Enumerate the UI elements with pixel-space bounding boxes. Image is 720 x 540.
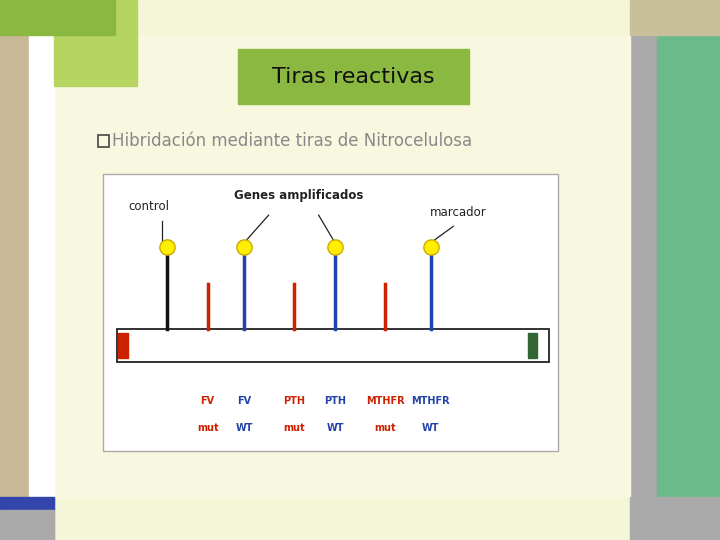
Bar [528, 333, 536, 358]
Bar [630, 497, 720, 540]
Text: mut: mut [283, 423, 305, 434]
Text: FV: FV [237, 396, 251, 406]
Text: Tiras reactivas: Tiras reactivas [272, 66, 435, 86]
Text: marcador: marcador [430, 206, 486, 219]
Bar [0, 510, 54, 540]
Bar [630, 35, 657, 497]
Bar [0, 0, 115, 35]
Text: mut: mut [374, 423, 396, 434]
Bar [54, 35, 630, 497]
Bar [657, 35, 720, 497]
Bar [0, 0, 54, 540]
Bar [99, 136, 109, 147]
Text: FV: FV [201, 396, 215, 406]
Text: Hibridación mediante tiras de Nitrocelulosa: Hibridación mediante tiras de Nitrocelul… [112, 132, 472, 150]
Bar [118, 333, 128, 358]
Text: WT: WT [326, 423, 343, 434]
Text: PTH: PTH [283, 396, 305, 406]
Text: mut: mut [197, 423, 218, 434]
Text: control: control [128, 200, 169, 213]
Text: WT: WT [422, 423, 439, 434]
Bar [117, 329, 549, 362]
Bar [29, 27, 54, 497]
Text: WT: WT [235, 423, 253, 434]
Bar [238, 49, 469, 104]
Text: PTH: PTH [324, 396, 346, 406]
Text: MTHFR: MTHFR [366, 396, 405, 406]
Bar [630, 0, 720, 35]
Text: Genes amplificados: Genes amplificados [234, 190, 364, 202]
Bar [0, 497, 54, 510]
Bar [54, 0, 137, 86]
Bar [103, 174, 558, 450]
Text: MTHFR: MTHFR [411, 396, 450, 406]
